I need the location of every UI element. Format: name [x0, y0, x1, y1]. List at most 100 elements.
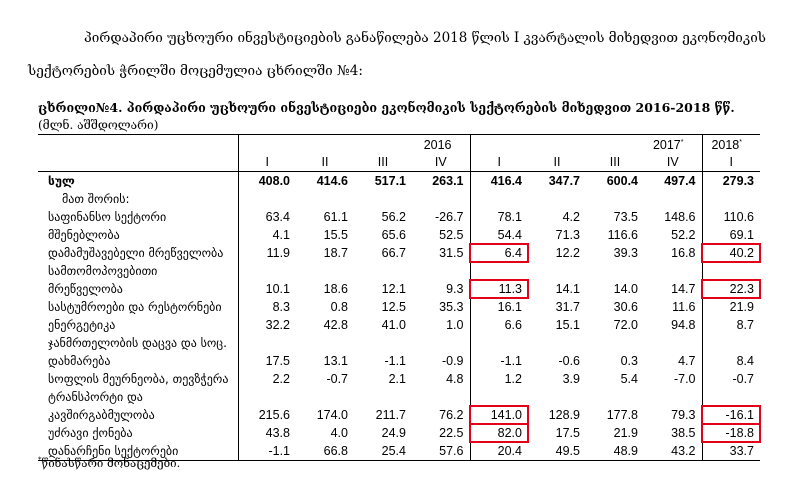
table-cell: 1.2 — [469, 370, 528, 389]
table-cell — [354, 388, 412, 406]
highlighted-cell: 11.3 — [469, 279, 529, 300]
year-header: 2017* — [469, 134, 702, 154]
table-cell — [644, 262, 702, 280]
row-label: დამამუშავებელი მრეწველობა — [48, 246, 224, 261]
table-cell: 116.6 — [607, 228, 638, 243]
table-cell: -0.9 — [441, 354, 464, 369]
table-cell — [528, 190, 586, 208]
table-cell: 9.3 — [446, 282, 464, 297]
quarter-header: III — [586, 153, 644, 173]
table-cell: -26.7 — [435, 210, 464, 225]
quarter-header-row: I II III IV I II III IV I — [38, 153, 760, 173]
highlighted-cell: 141.0 — [469, 405, 529, 426]
table-cell: 54.4 — [469, 226, 528, 245]
table-row: უძრავი ქონება 43.8 4.0 24.9 22.5 82.0 17.5 21.9… — [38, 423, 761, 444]
year-mark: * — [680, 139, 684, 146]
table-cell — [296, 334, 354, 352]
table-cell: 4.0 — [330, 426, 348, 441]
quarter-header: I — [469, 153, 528, 173]
table-cell: 21.9 — [613, 426, 638, 441]
table-cell: 32.2 — [237, 316, 296, 335]
table-row: ენერგეტიკა 32.2 42.8 41.0 1.0 6.6 15.1 72.0 94.8… — [38, 316, 760, 335]
table-row: დახმარება 17.5 13.1 -1.1 -0.9 -1.1 -0.6 0.3 4.7 8… — [38, 352, 760, 371]
table-cell: 263.1 — [432, 174, 464, 189]
table-row: ჯანმრთელობის დაცვა და სოც. — [38, 334, 760, 353]
row-label: ტრანსპორტი და — [48, 390, 143, 405]
table-cell: 15.1 — [555, 318, 580, 333]
table-cell: -0.6 — [558, 354, 580, 369]
table-cell: 69.1 — [701, 226, 760, 245]
table-cell: 14.1 — [555, 282, 580, 297]
table-cell: 12.2 — [555, 246, 580, 261]
table-cell — [354, 334, 412, 352]
table-cell: 408.0 — [237, 171, 296, 191]
footnote-mark: * — [38, 456, 42, 465]
table-cell — [701, 388, 760, 407]
highlighted-cell: 22.3 — [701, 279, 761, 300]
year-label: 2018 — [711, 138, 740, 153]
year-header: 2018* — [701, 134, 760, 154]
table-cell: 71.3 — [555, 228, 580, 243]
table-cell — [412, 388, 470, 406]
quarter-header: IV — [412, 153, 470, 173]
table-cell: 279.3 — [701, 171, 760, 191]
table-cell: 20.4 — [469, 442, 528, 462]
table-cell — [469, 388, 528, 407]
table-cell: 4.1 — [237, 226, 296, 245]
table-cell: 110.6 — [701, 208, 760, 227]
table-cell — [528, 262, 586, 280]
table-cell: 65.6 — [381, 228, 406, 243]
table-row: დანარჩენი სექტორები -1.1 66.8 25.4 57.6 20.4 4… — [38, 442, 760, 462]
table-cell: 38.5 — [671, 426, 696, 441]
row-label: სასტუმროები და რესტორნები — [48, 300, 222, 315]
highlighted-cell: 40.2 — [701, 243, 761, 264]
table-cell: 11.9 — [237, 244, 296, 263]
table-row: კავშირგაბმულობა 215.6 174.0 211.7 76.2 141.0 1… — [38, 405, 761, 426]
table-cell: 66.7 — [381, 246, 406, 261]
table-row: ტრანსპორტი და — [38, 388, 760, 407]
table-cell: 22.5 — [439, 426, 464, 441]
table-cell — [296, 388, 354, 406]
table-cell: 79.3 — [671, 408, 696, 423]
table-cell: 78.1 — [469, 208, 528, 227]
table-cell — [586, 388, 644, 406]
row-label: სამთომოპოვებითი — [48, 264, 158, 279]
table-cell: 211.7 — [375, 408, 406, 423]
quarter-header: I — [237, 153, 296, 173]
row-label: უძრავი ქონება — [48, 426, 133, 441]
year-header-row: 2016 2017* 2018* — [38, 134, 760, 154]
table-cell: 13.1 — [323, 354, 348, 369]
table-cell: 17.5 — [555, 426, 580, 441]
table-cell: 14.0 — [613, 282, 638, 297]
table-cell — [237, 334, 296, 353]
table-cell: 4.7 — [678, 354, 696, 369]
table-cell: 16.8 — [671, 246, 696, 261]
row-label: მშენებლობა — [48, 228, 120, 243]
table-cell: 600.4 — [606, 174, 638, 189]
table-cell: 17.5 — [237, 352, 296, 371]
table-cell: 72.0 — [613, 318, 638, 333]
table-cell: 33.7 — [701, 442, 760, 462]
year-mark: * — [739, 139, 742, 146]
row-label: ენერგეტიკა — [48, 318, 116, 333]
table-row: მათ შორის: — [38, 190, 760, 209]
table-row: სასტუმროები და რესტორნები 8.3 0.8 12.5 35.3 1… — [38, 298, 760, 317]
table-row: მშენებლობა 4.1 15.5 65.6 52.5 54.4 71.3 116.6 52… — [38, 226, 760, 245]
table-cell — [644, 190, 702, 208]
table-cell: 56.2 — [381, 210, 406, 225]
intro-paragraph: პირდაპირი უცხოური ინვესტიციების განაწილე… — [28, 30, 766, 79]
table-cell: 4.8 — [446, 372, 464, 387]
table-cell: 43.8 — [237, 424, 296, 443]
table-cell: 414.6 — [316, 174, 348, 189]
table-cell — [701, 334, 760, 353]
highlighted-cell: 6.4 — [469, 243, 529, 264]
table-cell: 18.6 — [323, 282, 348, 297]
table-cell: 8.7 — [701, 316, 760, 335]
table-cell: 174.0 — [316, 408, 348, 423]
table-cell: 41.0 — [381, 318, 406, 333]
table-cell: 16.1 — [469, 298, 528, 317]
year-label: 2016 — [423, 138, 452, 153]
table-cell: 18.7 — [323, 246, 348, 261]
table-cell: 25.4 — [354, 442, 412, 462]
